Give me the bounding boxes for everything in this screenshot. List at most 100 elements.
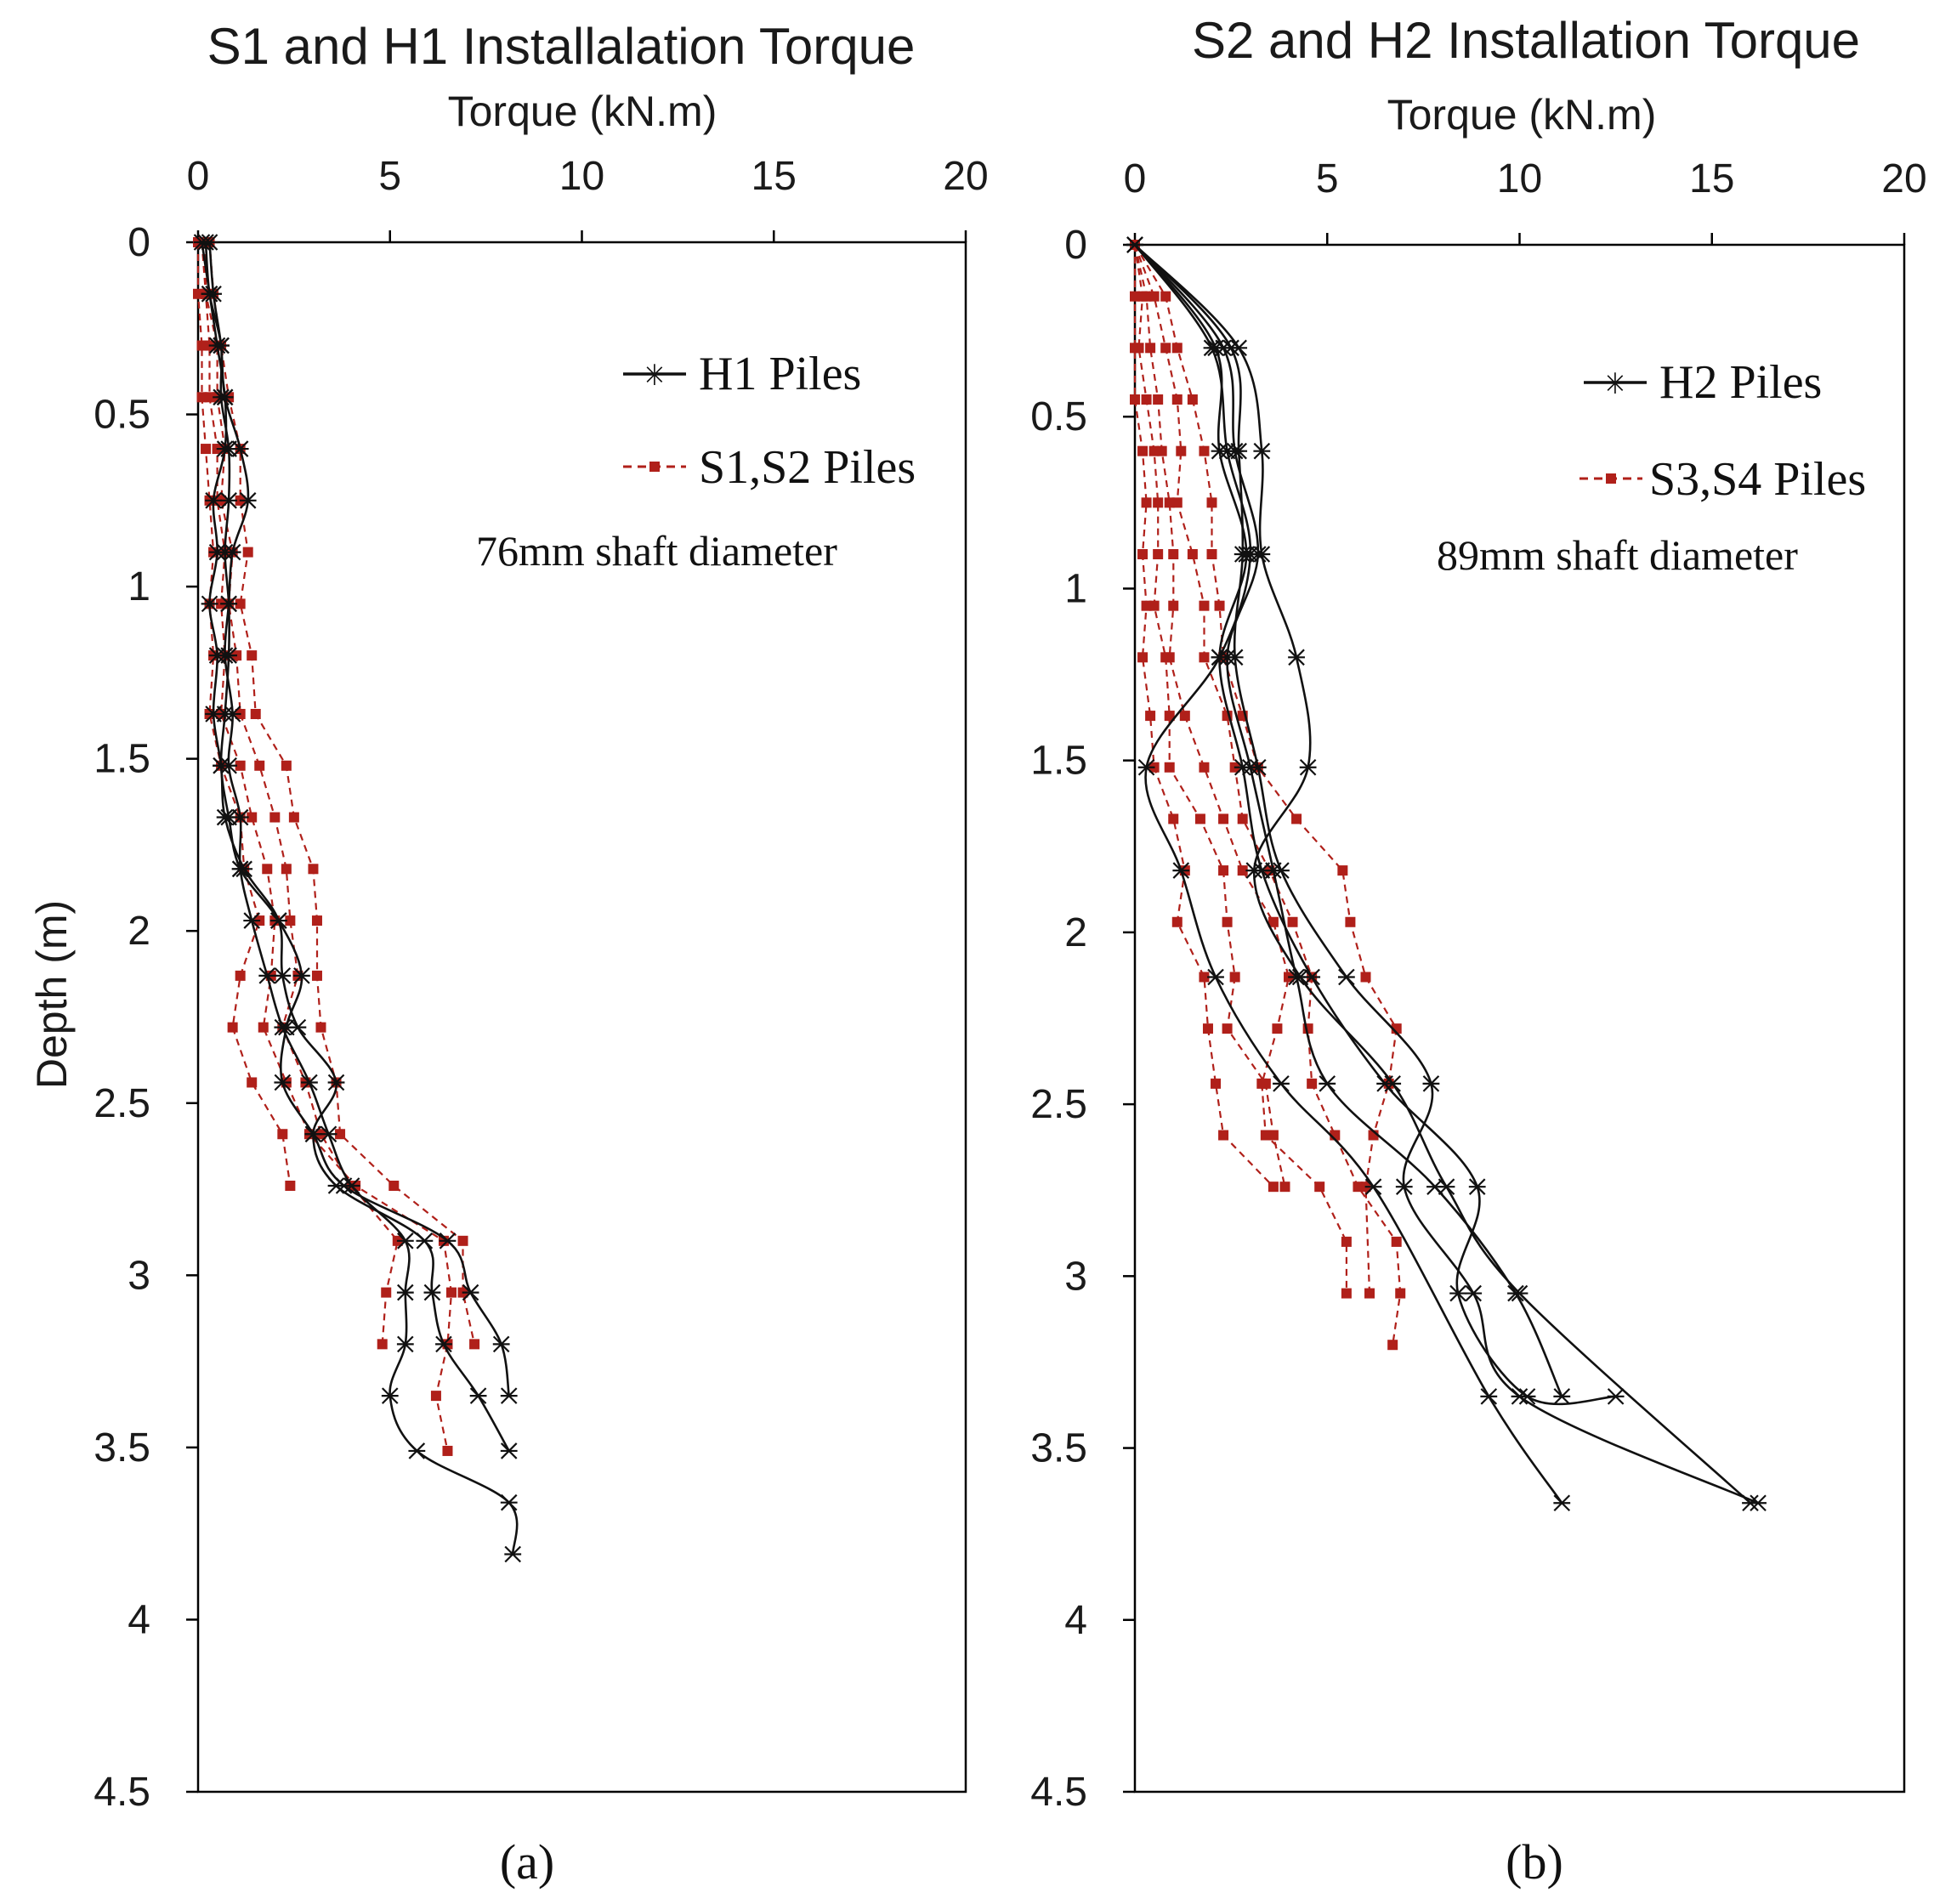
panel-b-y-tick-label: 2 [1064,910,1087,955]
panel-a-y-tick-label: 4 [128,1597,150,1642]
panel-b-series-screw-8 [1130,240,1406,1351]
data-point-star [201,595,218,613]
panel-b-y-tick-label: 0 [1064,223,1087,268]
data-point-square [1218,813,1229,824]
data-point-square [1141,600,1152,611]
data-point-square [1214,600,1225,611]
data-point-star [216,543,234,561]
data-point-square [1171,497,1183,508]
legend-s1s2-label: S1,S2 Piles [699,441,916,494]
data-point-star [1211,649,1228,666]
panel-b-series-screw-5 [1130,240,1279,1193]
data-point-square [1164,497,1175,508]
data-point-star [1299,758,1317,776]
data-point-star [220,647,238,664]
data-point-square [430,1391,441,1402]
data-point-star [1607,1388,1625,1405]
data-point-square [285,1181,296,1192]
data-point-star [381,1387,399,1404]
data-point-star [396,1284,414,1301]
data-point-star [423,1284,441,1301]
data-point-square [1130,291,1140,302]
panel-a-series-helical-2 [197,234,518,1404]
data-point-square [388,1181,400,1192]
panel-b-title: S2 and H2 Installation Torque [1192,12,1860,69]
data-point-star [1364,1178,1382,1195]
data-point-square [258,1022,269,1033]
data-point-star [231,860,249,878]
data-point-star [504,1545,522,1563]
panel-a-y-axis-label: Depth (m) [28,900,76,1089]
panel-a-y-tick-label: 4.5 [94,1770,150,1815]
panel-b-x-tick-label: 0 [1124,156,1147,201]
data-point-square [285,915,296,926]
data-point-square [1260,1130,1271,1141]
data-point-square [1168,813,1179,824]
data-point-square [1222,1023,1233,1034]
data-point-square [288,812,299,823]
data-point-star [258,967,276,984]
data-point-square [311,970,322,981]
data-point-square [308,864,319,875]
legend-s3s4-label: S3,S4 Piles [1649,453,1866,506]
legend-s3s4-marker-swatch [1606,473,1616,484]
data-point-square [1287,916,1298,927]
data-point-star [1511,1284,1528,1302]
data-point-star [1172,862,1190,879]
data-point-square [247,1077,258,1088]
data-point-square [469,1339,480,1350]
data-point-star [1234,758,1251,776]
data-point-square [269,812,281,823]
panel-a-y-tick-label: 3 [128,1253,150,1298]
data-point-star [462,1284,479,1301]
data-point-square [315,1022,326,1033]
data-point-star [1319,1075,1336,1092]
data-point-square [1145,711,1156,722]
data-point-square [1156,445,1167,456]
data-point-square [1222,916,1233,927]
data-point-square [1206,497,1217,508]
data-point-square [193,288,203,299]
data-point-square [247,812,258,823]
data-point-star [1273,862,1290,879]
data-point-square [235,598,246,609]
panel-a-legend: ✳ H1 Piles S1,S2 Piles [623,348,916,494]
data-point-square [1272,1023,1283,1034]
data-point-star [220,808,238,826]
data-point-square [1141,291,1152,302]
data-point-square [442,1445,453,1456]
data-point-square [1160,343,1171,354]
data-point-star [492,1335,510,1353]
data-point-square [262,864,273,875]
data-point-square [1145,343,1156,354]
data-point-square [311,915,322,926]
data-point-square [1202,1023,1213,1034]
data-point-star [1137,758,1155,776]
panel-b-x-tick-label: 5 [1316,156,1339,201]
data-point-star [220,492,238,509]
data-point-star [293,967,310,984]
data-point-square [1353,1182,1364,1193]
data-point-square [1237,865,1248,876]
data-point-star [213,337,230,354]
data-point-star [1468,1178,1486,1195]
data-point-square [1141,497,1152,508]
data-point-square [1307,1078,1318,1089]
data-point-star [396,1335,414,1353]
data-point-star [1438,1178,1455,1195]
data-point-star [220,440,238,457]
data-point-square [1199,445,1210,456]
panel-a-title: S1 and H1 Installalation Torque [207,18,916,75]
panel-b-series-helical-0 [1126,236,1571,1512]
data-point-square [1137,652,1148,663]
data-point-star [1422,1075,1440,1092]
series-line [201,241,510,1452]
panel-a-x-tick-label: 10 [559,154,604,199]
series-line [1134,244,1563,1397]
panel-b-series-helical-4 [1126,236,1625,1406]
data-point-star [205,492,222,509]
data-point-star [239,492,257,509]
panel-b-y-tick-label: 1 [1064,566,1087,611]
data-point-square [1211,1078,1222,1089]
data-point-star [500,1387,518,1404]
